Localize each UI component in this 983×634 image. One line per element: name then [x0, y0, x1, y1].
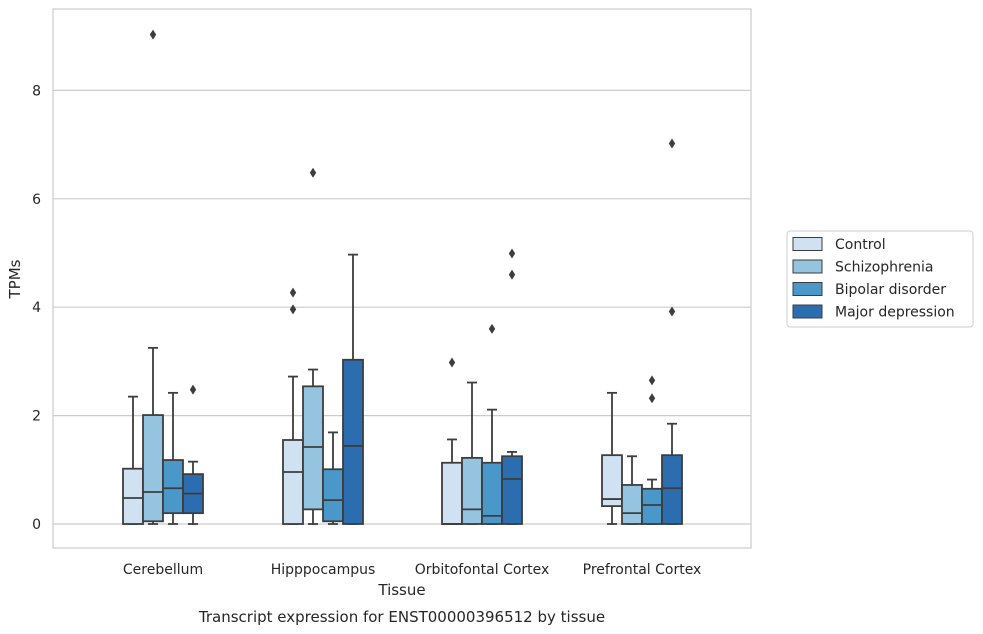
x-tick-label: Prefrontal Cortex [583, 562, 702, 578]
outlier-point [289, 287, 297, 298]
legend-item: Control [792, 237, 886, 253]
box-body [461, 456, 483, 525]
legend-label: Major depression [835, 305, 955, 321]
box-1-1 [302, 167, 324, 525]
box-3-0 [182, 384, 204, 525]
legend-swatch [792, 304, 823, 319]
x-tick-label: Orbitofontal Cortex [415, 562, 550, 578]
legend: Control Schizophrenia Bipolar disorder Majo… [786, 230, 974, 328]
outlier-point [648, 375, 656, 386]
box-body [142, 414, 164, 523]
box-body [641, 487, 663, 525]
box-0-3 [601, 391, 623, 525]
x-tick-label: Cerebellum [123, 562, 203, 578]
box-body [501, 455, 523, 525]
legend-item: Bipolar disorder [792, 282, 946, 298]
outlier-point [668, 306, 676, 317]
box-1-2 [461, 381, 483, 525]
box-2-3 [641, 375, 663, 525]
outlier-point [448, 357, 456, 368]
box-3-2 [501, 248, 523, 525]
y-tick-label: 0 [32, 517, 41, 533]
y-tick-label: 8 [32, 83, 41, 99]
y-axis-label: TPMs [6, 259, 24, 299]
boxes [122, 29, 683, 525]
legend-swatch [792, 259, 823, 274]
legend-swatch [792, 237, 823, 251]
y-tick-label: 4 [32, 300, 41, 316]
outlier-point [149, 29, 157, 40]
box-body [322, 468, 344, 523]
legend-label: Control [835, 237, 886, 253]
y-tick-labels: 0 2 4 6 8 [32, 83, 41, 533]
box-body [661, 454, 683, 525]
legend-item: Major depression [792, 304, 955, 321]
box-2-2 [481, 323, 503, 525]
box-body [601, 454, 623, 508]
outlier-point [289, 304, 297, 315]
y-tick-label: 2 [32, 409, 41, 425]
outlier-point [508, 269, 516, 280]
legend-items: Control Schizophrenia Bipolar disorder Majo… [792, 237, 955, 321]
outlier-point [189, 384, 197, 395]
box-0-0 [122, 395, 144, 525]
x-tick-label: Hipppocampus [271, 562, 376, 578]
x-axis-label: Tissue [377, 581, 425, 599]
box-body [481, 461, 503, 525]
y-tick-label: 6 [32, 192, 41, 208]
box-body [621, 484, 643, 525]
outlier-point [508, 248, 516, 259]
x-tick-labels: Cerebellum Hipppocampus Orbitofontal Corte… [123, 562, 701, 578]
outlier-point [488, 323, 496, 334]
box-body [122, 467, 144, 525]
box-3-1 [342, 253, 364, 525]
outlier-point [668, 138, 676, 149]
legend-frame [786, 230, 974, 328]
plot-area [53, 9, 751, 548]
legend-swatch [792, 282, 823, 296]
plot-frame [52, 8, 752, 549]
legend-item: Schizophrenia [792, 259, 933, 276]
outlier-point [648, 393, 656, 404]
legend-label: Bipolar disorder [835, 282, 946, 298]
box-body [282, 439, 304, 525]
outlier-point [309, 167, 317, 178]
legend-label: Schizophrenia [835, 260, 933, 276]
box-2-0 [162, 391, 184, 525]
box-body [162, 459, 184, 515]
box-3-3 [661, 138, 683, 525]
chart-caption: Transcript expression for ENST0000039651… [198, 608, 605, 626]
box-body [342, 358, 364, 525]
box-body [441, 461, 463, 525]
